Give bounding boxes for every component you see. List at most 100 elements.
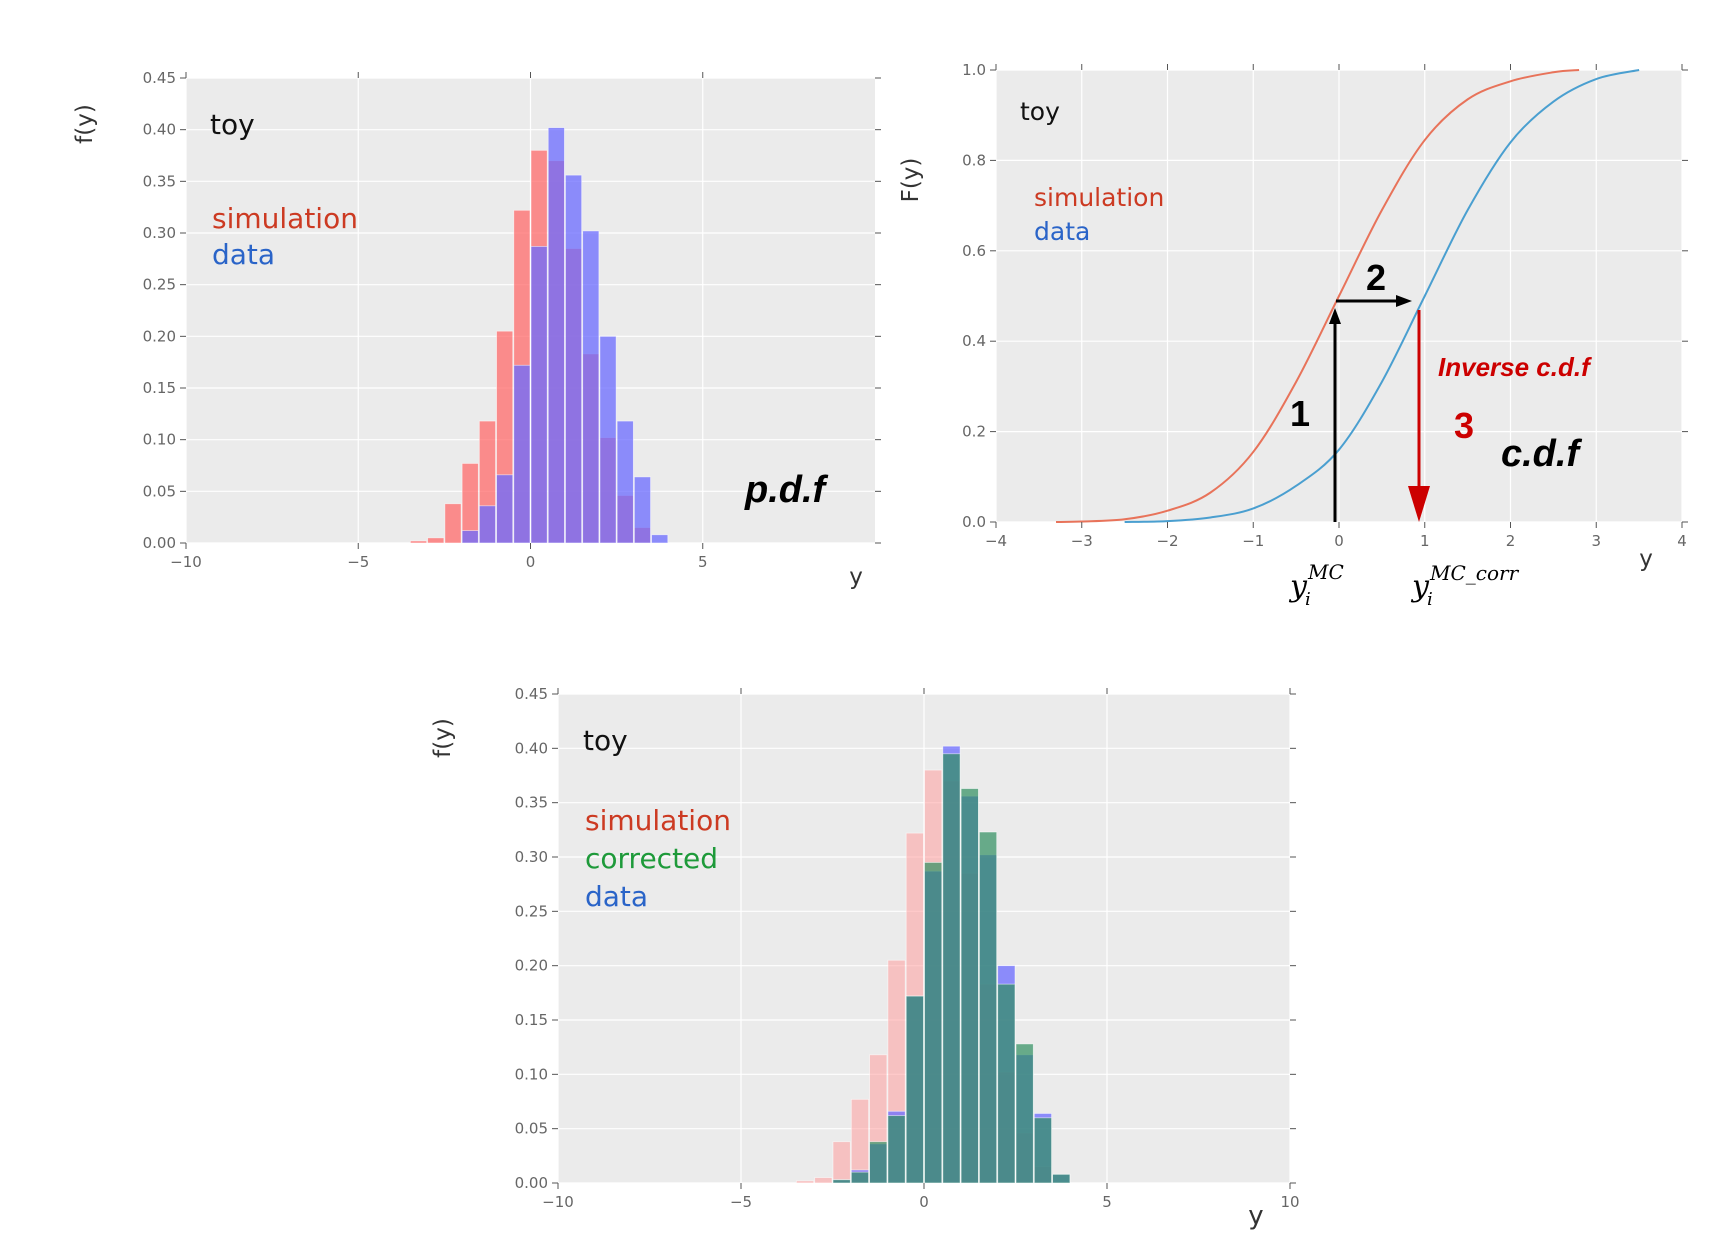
cdf-panel: −4 −3 −2 −1 0 1 2 3 4 0.0 0.2 0.4 0.6 0.8 1.0 F(y) y t… xyxy=(898,61,1688,610)
bar-data xyxy=(565,174,583,544)
pdf-bars xyxy=(410,127,669,544)
y-tick-label: 0.00 xyxy=(515,1174,548,1192)
corrected-legend-simulation: simulation xyxy=(585,804,731,837)
svg-text:MC_corr: MC_corr xyxy=(1429,561,1520,585)
y-tick-label: 0.10 xyxy=(143,431,176,449)
x-tick-label: −1 xyxy=(1242,532,1264,550)
bar-corrected xyxy=(997,983,1016,1184)
corrected-ylabel: f(y) xyxy=(430,718,456,758)
bar-data xyxy=(582,230,600,544)
bar-simulation xyxy=(410,540,428,544)
bar-data xyxy=(478,505,496,544)
bar-data xyxy=(633,476,651,544)
step2-arrow xyxy=(1336,295,1412,307)
x-tick-label: 10 xyxy=(1280,1193,1299,1211)
step3-label: 3 xyxy=(1454,405,1474,446)
y-tick-label: 0.25 xyxy=(515,902,548,920)
y-tick-label: 0.6 xyxy=(962,242,986,260)
x-tick-label: 5 xyxy=(698,553,708,571)
x-tick-label: 2 xyxy=(1506,532,1516,550)
y-tick-label: 0.35 xyxy=(143,172,176,190)
bar-corrected xyxy=(942,753,961,1184)
x-tick-label: −4 xyxy=(985,532,1007,550)
y-tick-label: 0.15 xyxy=(143,379,176,397)
svg-text:MC: MC xyxy=(1307,560,1344,584)
bar-corrected xyxy=(1015,1043,1034,1184)
bar-data xyxy=(599,335,617,544)
x-tick-label: 5 xyxy=(1102,1193,1112,1211)
pdf-ylabel: f(y) xyxy=(72,104,98,144)
y-tick-label: 1.0 xyxy=(962,61,986,79)
y-tick-label: 0.40 xyxy=(515,739,548,757)
bar-data xyxy=(461,530,479,544)
corrected-panel: −10 −5 0 5 10 0.00 0.05 0.10 0.15 0.20 0.25 0.30 0.3… xyxy=(430,685,1300,1231)
bar-corrected xyxy=(887,1115,906,1184)
x-tick-label: 1 xyxy=(1420,532,1430,550)
bar-corrected xyxy=(979,831,998,1184)
y-tick-label: 0.05 xyxy=(515,1120,548,1138)
y-tick-label: 0.20 xyxy=(515,957,548,975)
bar-data xyxy=(513,364,531,544)
y-mc-corr-label: y i MC_corr xyxy=(1410,561,1520,610)
x-tick-label: 0 xyxy=(526,553,536,571)
corrected-legend-toy: toy xyxy=(583,724,628,757)
y-tick-label: 0.8 xyxy=(962,151,986,169)
bar-data xyxy=(530,246,548,544)
cdf-lines xyxy=(1056,69,1640,523)
y-tick-label: 0.2 xyxy=(962,423,986,441)
pdf-panel: −10 −5 0 5 0.00 0.05 0.10 0.15 0.20 0.25 0.30 0.35 0… xyxy=(72,69,881,590)
x-tick-label: −3 xyxy=(1071,532,1093,550)
inverse-cdf-label: Inverse c.d.f xyxy=(1438,352,1592,382)
cdf-xlabel: y xyxy=(1639,546,1653,572)
bar-corrected xyxy=(1052,1173,1071,1184)
y-tick-label: 0.30 xyxy=(515,848,548,866)
step3-arrow xyxy=(1408,310,1430,522)
corrected-axes: −10 −5 0 5 10 0.00 0.05 0.10 0.15 0.20 0.25 0.30 0.3… xyxy=(515,685,1300,1211)
y-tick-label: 0.15 xyxy=(515,1011,548,1029)
svg-text:y: y xyxy=(1410,569,1430,604)
bar-simulation xyxy=(444,503,462,544)
cdf-annotation: c.d.f xyxy=(1501,433,1582,475)
bar-corrected xyxy=(850,1171,869,1184)
bar-corrected xyxy=(832,1179,851,1184)
line-simulation xyxy=(1056,69,1580,523)
y-tick-label: 0.45 xyxy=(143,69,176,87)
y-tick-label: 0.30 xyxy=(143,224,176,242)
pdf-legend-toy: toy xyxy=(210,108,255,141)
x-tick-label: 3 xyxy=(1591,532,1601,550)
x-tick-label: 0 xyxy=(1334,532,1344,550)
bar-data xyxy=(547,127,565,544)
y-tick-label: 0.05 xyxy=(143,482,176,500)
bar-corrected xyxy=(905,995,924,1184)
x-tick-label: −5 xyxy=(347,553,369,571)
y-tick-label: 0.40 xyxy=(143,121,176,139)
bar-corrected xyxy=(869,1141,888,1184)
x-tick-label: −5 xyxy=(730,1193,752,1211)
pdf-annotation: p.d.f xyxy=(744,469,829,511)
y-tick-label: 0.20 xyxy=(143,327,176,345)
pdf-legend-data: data xyxy=(212,238,275,271)
cdf-legend-toy: toy xyxy=(1020,97,1060,126)
y-tick-label: 0.25 xyxy=(143,276,176,294)
cdf-legend-data: data xyxy=(1034,217,1090,246)
step1-label: 1 xyxy=(1290,393,1310,434)
corrected-bars xyxy=(796,745,1071,1184)
pdf-legend-simulation: simulation xyxy=(212,202,358,235)
y-tick-label: 0.00 xyxy=(143,534,176,552)
y-mc-label: y i MC xyxy=(1288,560,1344,610)
bar-data xyxy=(651,534,669,544)
bar-simulation xyxy=(832,1141,851,1184)
svg-text:i: i xyxy=(1427,589,1433,610)
bar-data xyxy=(496,474,514,544)
svg-text:y: y xyxy=(1288,569,1308,604)
y-tick-label: 0.45 xyxy=(515,685,548,703)
cdf-ylabel: F(y) xyxy=(898,158,924,203)
pdf-axes: −10 −5 0 5 0.00 0.05 0.10 0.15 0.20 0.25 0.30 0.35 0… xyxy=(143,69,881,571)
step1-arrow xyxy=(1329,308,1341,522)
y-tick-label: 0.0 xyxy=(962,513,986,531)
svg-text:i: i xyxy=(1305,589,1311,610)
x-tick-label: −10 xyxy=(170,553,202,571)
bar-corrected xyxy=(1033,1117,1053,1184)
cdf-legend-simulation: simulation xyxy=(1034,183,1164,212)
